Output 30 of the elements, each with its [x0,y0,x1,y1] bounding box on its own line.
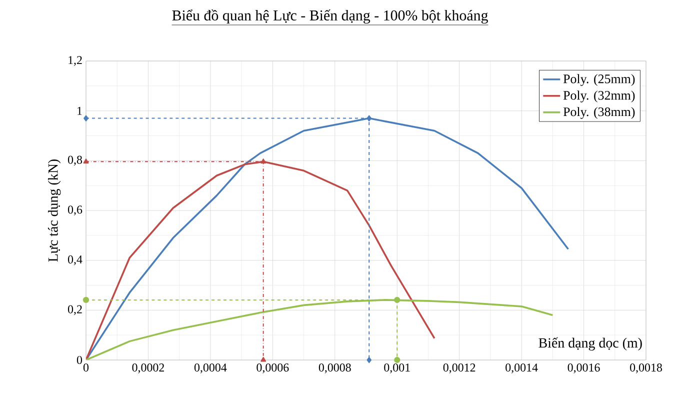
line-series [86,158,436,360]
legend-label: Poly. (32mm) [563,90,635,102]
y-axis-title: Lực tác dụng (kN) [48,160,61,262]
x-tick-label: 0,0008 [318,364,351,374]
legend-label: Poly. (38mm) [563,107,635,119]
chart-title: Biểu đồ quan hệ Lực - Biến dạng - 100% bột khoáng [172,10,488,24]
y-tick-label: 1 [78,106,82,115]
x-tick-label: 0,0006 [256,364,289,374]
y-tick-label: 0,6 [68,206,82,216]
x-tick-label: 0,0018 [630,364,662,374]
point [366,115,372,122]
x-tick-label: 0,0002 [132,364,164,374]
x-tick-label: 0,0014 [506,364,538,374]
y-tick-label: 0 [76,356,82,364]
point [84,115,88,122]
y-tick-label: 1,2 [68,56,82,66]
x-tick-label: 0 [83,364,89,372]
x-tick-label: 0,0016 [568,364,600,374]
x-tick-label: 0,0004 [194,364,227,374]
point [394,356,400,364]
point [82,296,90,304]
legend-label: Poly. (25mm) [563,74,635,86]
y-tick-label: 0,4 [68,255,82,266]
x-tick-label: 0,001 [384,364,410,374]
point [394,296,400,304]
x-tick-label: 0,0012 [443,364,476,374]
point [366,356,372,364]
y-tick-label: 0,2 [68,305,82,316]
y-tick-label: 0,8 [68,156,82,166]
x-axis-title: Biến dạng dọc (m) [538,337,642,351]
